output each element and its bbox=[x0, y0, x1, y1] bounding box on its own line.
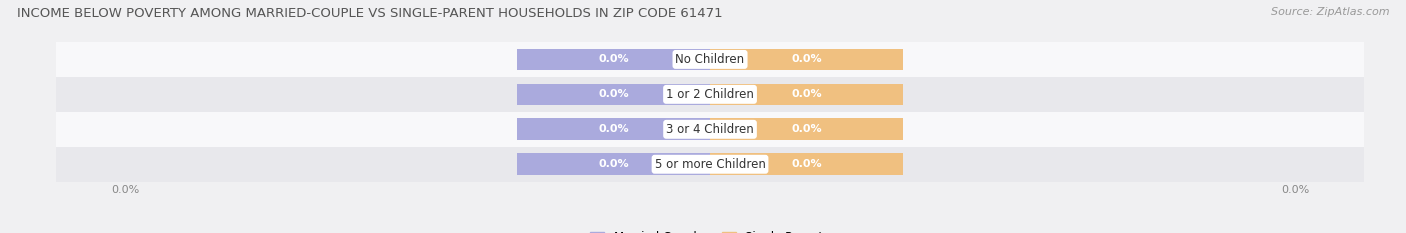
Text: Source: ZipAtlas.com: Source: ZipAtlas.com bbox=[1271, 7, 1389, 17]
Text: No Children: No Children bbox=[675, 53, 745, 66]
Text: 0.0%: 0.0% bbox=[599, 55, 628, 64]
Text: 0.0%: 0.0% bbox=[599, 89, 628, 99]
Bar bbox=[710, 49, 903, 70]
Text: 5 or more Children: 5 or more Children bbox=[655, 158, 765, 171]
Text: 0.0%: 0.0% bbox=[792, 89, 821, 99]
Text: 3 or 4 Children: 3 or 4 Children bbox=[666, 123, 754, 136]
Text: 1 or 2 Children: 1 or 2 Children bbox=[666, 88, 754, 101]
Bar bbox=[0, 77, 1406, 112]
Text: 0.0%: 0.0% bbox=[792, 159, 821, 169]
Bar bbox=[0, 42, 1406, 77]
Text: 0.0%: 0.0% bbox=[599, 159, 628, 169]
Text: INCOME BELOW POVERTY AMONG MARRIED-COUPLE VS SINGLE-PARENT HOUSEHOLDS IN ZIP COD: INCOME BELOW POVERTY AMONG MARRIED-COUPL… bbox=[17, 7, 723, 20]
Text: 0.0%: 0.0% bbox=[792, 55, 821, 64]
Bar bbox=[710, 118, 903, 140]
Bar bbox=[517, 118, 710, 140]
Bar bbox=[710, 84, 903, 105]
Bar bbox=[710, 154, 903, 175]
Bar bbox=[0, 112, 1406, 147]
Text: 0.0%: 0.0% bbox=[599, 124, 628, 134]
Legend: Married Couples, Single Parents: Married Couples, Single Parents bbox=[586, 226, 834, 233]
Bar bbox=[517, 84, 710, 105]
Text: 0.0%: 0.0% bbox=[792, 124, 821, 134]
Bar bbox=[517, 49, 710, 70]
Bar bbox=[517, 154, 710, 175]
Bar bbox=[0, 147, 1406, 182]
